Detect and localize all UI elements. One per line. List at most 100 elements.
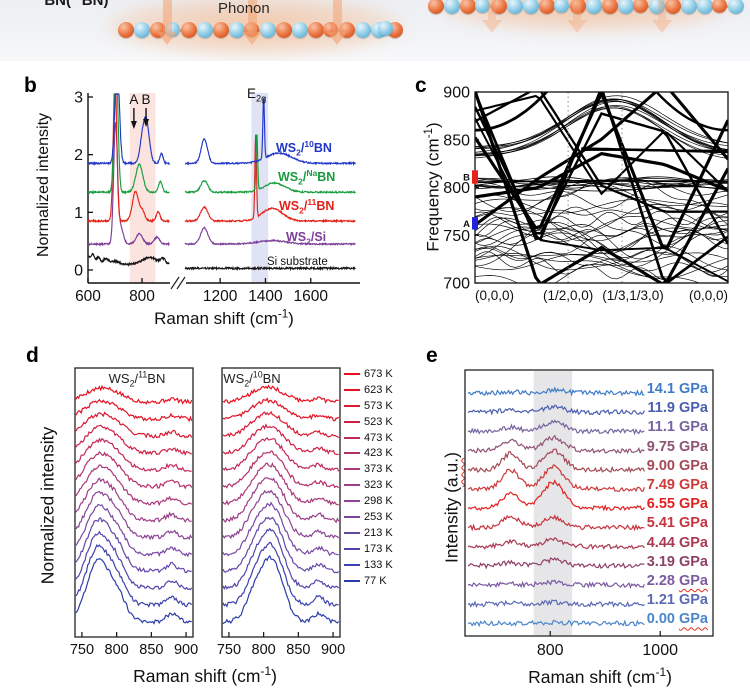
c-y-tick-label: 800: [443, 180, 470, 197]
temp-curve-298K: [222, 489, 340, 540]
pressure-curve-1.21: [467, 599, 645, 608]
legend-temperature-label: 323 K: [364, 479, 393, 492]
temp-curve-673K: [75, 384, 193, 405]
temperature-curves-1: [222, 384, 340, 625]
temp-curve-173K: [222, 527, 340, 591]
d-x-tick-label: 850: [286, 642, 310, 658]
d-x-tick-label: 750: [217, 642, 241, 658]
legend-line-swatch: [344, 404, 360, 407]
b-y-tick-label: 3: [74, 89, 83, 106]
temp-curve-673K: [222, 384, 339, 404]
legend-temperature-label: 623 K: [364, 383, 393, 396]
d-subplot-title-11bn: WS2/11BN: [108, 369, 166, 389]
phonon-dispersion-chart: 700 750 800 850 900 B A (0,0,0) (1/2,0,0) (1/3,1/…: [443, 85, 729, 303]
temp-curve-573K: [75, 411, 193, 439]
b-y-axis-label: Normalized intensity: [35, 112, 52, 258]
legend-temperature-label: 673 K: [364, 367, 393, 380]
pressure-unit: GPa: [678, 400, 708, 417]
phonon-arrow-head: [242, 32, 262, 45]
curve-label-ws2-si: WS2/Si: [286, 230, 327, 247]
temperature-legend-item: 523 K: [344, 414, 393, 430]
temp-curve-133K: [75, 543, 193, 608]
d-x-tick-label: 900: [321, 642, 345, 658]
mode-annotation: B: [142, 92, 151, 107]
nitrogen-atom: [680, 0, 697, 14]
temp-curve-323K: [222, 477, 340, 524]
boron-atom: [633, 0, 649, 13]
phonon-arrow-head: [327, 32, 347, 45]
pressure-curve-6.55: [467, 479, 645, 512]
temp-curve-523K: [222, 423, 339, 456]
temp-curve-213K: [222, 516, 340, 574]
temperature-raman-chart: 750 800 850 900 750 800 850 900: [70, 367, 345, 658]
temperature-legend-item: 373 K: [344, 461, 393, 477]
temperature-legend-item: 623 K: [344, 382, 393, 398]
temperature-curves-0: [75, 384, 193, 625]
pressure-curve-0.00: [467, 619, 645, 628]
spectrum-curve-3: [87, 93, 356, 195]
boron-atom: [665, 0, 681, 14]
pressure-curve-4.44: [467, 537, 645, 551]
legend-temperature-label: 298 K: [364, 495, 393, 508]
temperature-legend-item: 213 K: [344, 525, 393, 541]
nitrogen-atom: [586, 0, 602, 14]
temp-curve-253K: [222, 501, 339, 557]
curve-label-ws2-11bn: WS2/11BN: [279, 196, 335, 216]
pressure-curve-3.19: [467, 557, 645, 570]
legend-line-swatch: [344, 531, 360, 534]
nitrogen-atom: [291, 22, 308, 38]
temperature-legend-item: 298 K: [344, 493, 393, 509]
boron-atom: [428, 0, 444, 14]
legend-temperature-label: 253 K: [364, 510, 393, 523]
k-point-label: (0,0,0): [475, 288, 514, 303]
boron-atom: [712, 0, 728, 13]
pressure-unit: GPa: [678, 419, 708, 436]
legend-temperature-label: 373 K: [364, 463, 393, 476]
d-x-tick-label: 750: [70, 642, 94, 658]
temp-curve-213K: [75, 517, 192, 574]
e-x-tick-label: 800: [537, 642, 564, 659]
legend-line-swatch: [344, 500, 360, 503]
spectrum-curve-4: [87, 93, 356, 167]
mode-annotation: A: [129, 92, 138, 107]
legend-temperature-label: 473 K: [364, 431, 393, 444]
pressure-unit: GPa: [678, 515, 708, 532]
pressure-curve-14.1: [467, 386, 645, 397]
d-x-tick-label: 800: [252, 642, 276, 658]
legend-temperature-label: 523 K: [364, 415, 393, 428]
k-point-label: (1/2,0,0): [543, 288, 593, 303]
c-y-tick-label: 700: [443, 276, 470, 293]
temperature-legend-item: 423 K: [344, 445, 393, 461]
temp-curve-133K: [222, 541, 339, 608]
nitrogen-atom: [260, 22, 277, 38]
nitrogen-atom: [728, 0, 745, 14]
nitrogen-atom: [197, 22, 213, 38]
mode-marker-a: [472, 217, 478, 230]
temp-curve-77K: [75, 558, 192, 625]
phonon-arrow-head: [567, 20, 587, 33]
temp-curve-573K: [222, 410, 340, 439]
phonon-arrow: [658, 0, 666, 20]
nitrogen-atom: [696, 0, 713, 14]
b-x-tick-label: 1400: [248, 288, 283, 305]
pressure-label-6.55: 6.55 GPa: [646, 496, 708, 513]
temperature-legend-item: 573 K: [344, 398, 393, 414]
nitrogen-atom: [649, 0, 666, 14]
e-x-axis-label: Raman shift (cm-1): [528, 665, 672, 687]
legend-temperature-label: 173 K: [364, 542, 393, 555]
pressure-unit: GPa: [678, 477, 708, 493]
phonon-arrow: [488, 0, 496, 20]
pressure-unit: GPa: [678, 438, 708, 455]
b-x-tick-label: 800: [129, 288, 155, 305]
temp-curve-323K: [75, 477, 192, 523]
temp-curve-423K: [222, 450, 340, 489]
legend-line-swatch: [344, 563, 360, 566]
b-y-tick-label: 2: [74, 147, 83, 164]
pressure-unit: GPa: [678, 534, 708, 551]
legend-temperature-label: 213 K: [364, 526, 393, 539]
boron-atom: [601, 0, 618, 14]
d-x-axis-label: Raman shift (cm-1): [133, 664, 277, 686]
legend-temperature-label: 423 K: [364, 447, 393, 460]
temp-curve-623K: [75, 398, 193, 423]
nitrogen-atom: [133, 22, 150, 38]
